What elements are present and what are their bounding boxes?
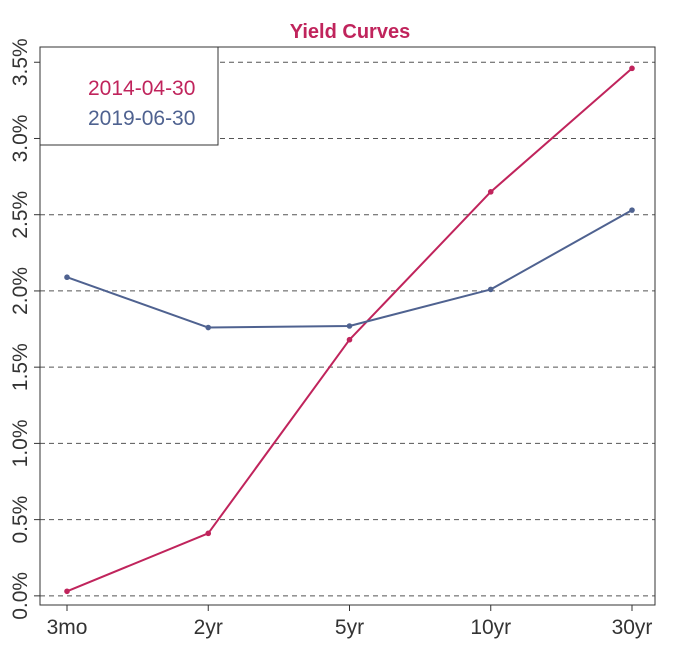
plot-frame (39, 46, 656, 606)
series-line (66, 209, 633, 329)
y-tick-label: 3.5% (9, 38, 32, 86)
series (64, 65, 635, 595)
axes: 0.0% 0.5% 1.0% 1.5% 2.0% 2.5% 3.0% 3.5% 3mo 2yr 5y… (9, 38, 652, 639)
data-point (205, 530, 212, 537)
data-point (487, 189, 494, 195)
legend-entry: 2019-06-30 (88, 107, 195, 130)
data-point (205, 324, 212, 331)
data-point (629, 65, 635, 72)
y-tick-label: 2.0% (9, 267, 32, 315)
y-tick-label: 1.5% (9, 343, 32, 391)
data-point (487, 286, 494, 293)
x-tick-label: 10yr (470, 616, 511, 639)
series-group (64, 65, 635, 595)
data-point (346, 336, 353, 343)
x-tick-label: 3mo (47, 616, 88, 639)
data-point (346, 323, 353, 329)
x-tick-label: 5yr (335, 616, 364, 639)
x-tick-label: 30yr (612, 616, 653, 639)
series-group (64, 207, 635, 331)
y-tick-label: 0.0% (9, 572, 32, 620)
legend-box (39, 46, 219, 146)
series-line (66, 67, 633, 593)
data-point (64, 274, 70, 281)
y-tick-label: 2.5% (9, 191, 32, 239)
y-tick-label: 0.5% (9, 496, 32, 544)
y-tick-label: 1.0% (9, 419, 32, 467)
data-point (629, 207, 635, 213)
y-tick-label: 3.0% (9, 115, 32, 163)
legend: 2014-04-30 2019-06-30 (39, 46, 219, 146)
legend-entry: 2014-04-30 (88, 77, 195, 100)
data-point (64, 588, 70, 595)
x-tick-label: 2yr (194, 616, 223, 639)
chart-title: Yield Curves (290, 21, 410, 43)
